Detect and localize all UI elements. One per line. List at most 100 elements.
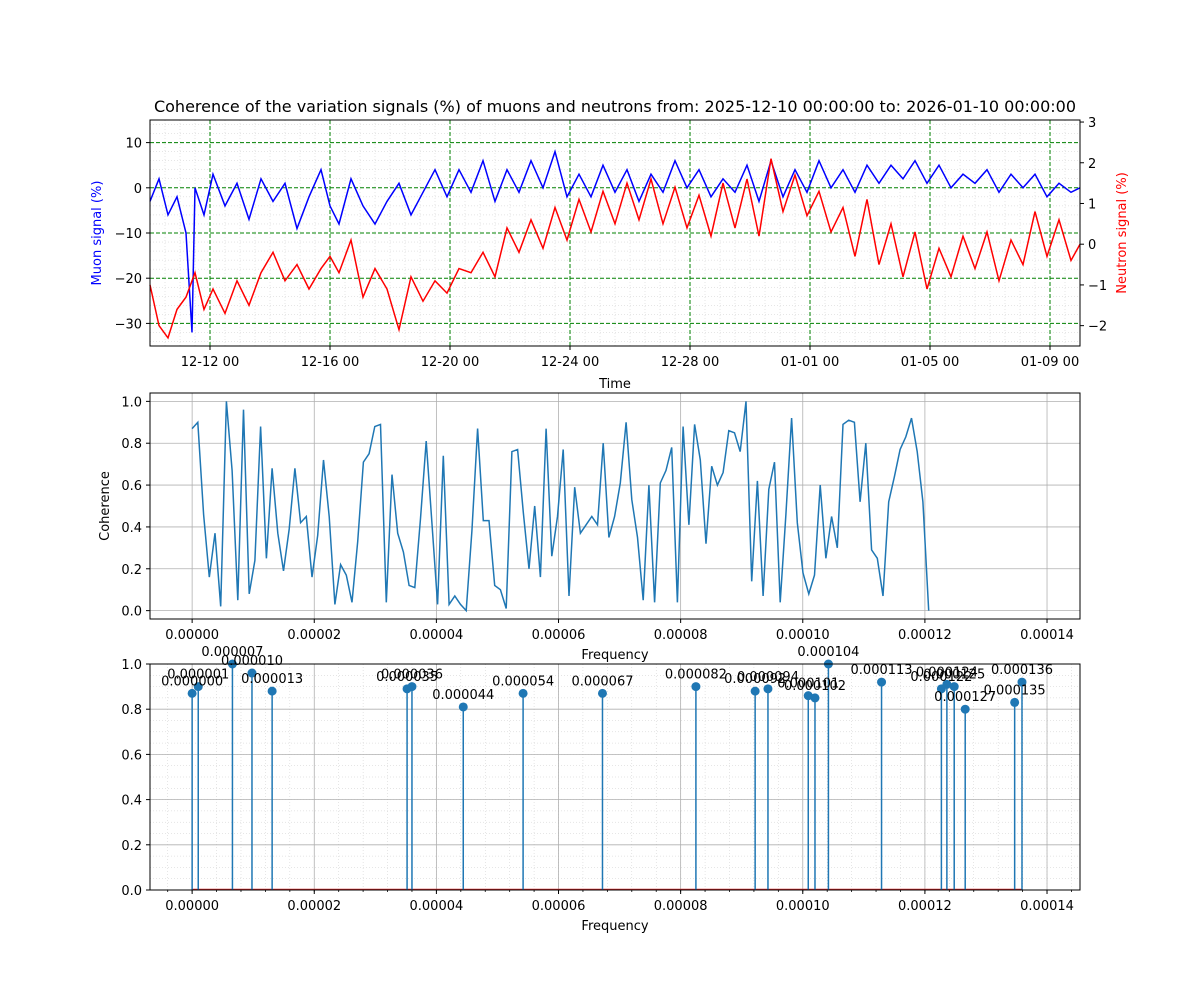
- coherence-axes-frame: [149, 392, 1081, 620]
- coherence-x-tick-label: 0.00004: [410, 628, 464, 643]
- peak-frequency-label: 0.000092: [724, 672, 786, 687]
- peak-frequency-label: 0.000001: [167, 668, 229, 683]
- stem-marker: [458, 702, 468, 712]
- neutron-y-tick-label: 0: [1088, 238, 1096, 253]
- peak-frequency-label: 0.000125: [923, 668, 985, 683]
- peak-frequency-label: 0.000036: [381, 668, 443, 683]
- coherence-x-axis-label: Frequency: [581, 648, 648, 663]
- neutron-series-line: [149, 158, 1081, 340]
- peak-frequency-label: 0.000127: [934, 690, 996, 705]
- peaks-y-tick-label: 0.2: [121, 839, 142, 854]
- peak-frequency-label: 0.000122: [910, 670, 972, 685]
- peak-frequency-label: 0.000136: [991, 663, 1053, 678]
- peaks-y-tick-label: 0.4: [121, 794, 142, 809]
- peaks-x-tick-label: 0.00008: [654, 899, 708, 914]
- time-series-panel: Coherence of the variation signals (%) o…: [90, 97, 1130, 392]
- coherence-y-tick-label: 0.4: [121, 521, 142, 536]
- peaks-x-tick-label: 0.00010: [776, 899, 830, 914]
- time-x-tick-label: 12-28 00: [661, 355, 719, 370]
- coherence-series-line: [191, 401, 930, 613]
- peak-frequency-label: 0.000007: [201, 645, 263, 660]
- time-x-tick-label: 01-09 00: [1021, 355, 1079, 370]
- neutron-y-tick-label: −1: [1088, 279, 1107, 294]
- coherence-y-axis-label: Coherence: [98, 471, 113, 541]
- stem-marker: [247, 668, 257, 678]
- stem-marker: [187, 688, 197, 698]
- neutron-y-tick-label: 3: [1088, 116, 1096, 131]
- stem-marker: [810, 693, 820, 703]
- coherence-x-tick-label: 0.00000: [165, 628, 219, 643]
- peaks-x-tick-label: 0.00004: [410, 899, 464, 914]
- muon-series-line: [149, 148, 1081, 333]
- peaks-x-tick-label: 0.00000: [165, 899, 219, 914]
- coherence-x-tick-label: 0.00008: [654, 628, 708, 643]
- stem-marker: [691, 682, 701, 692]
- stem-marker: [942, 679, 952, 689]
- time-x-tick-label: 01-01 00: [781, 355, 839, 370]
- stem-marker: [949, 682, 959, 692]
- stem-marker: [407, 682, 417, 692]
- peak-frequency-label: 0.000113: [851, 663, 913, 678]
- peak-frequency-label: 0.000094: [737, 670, 799, 685]
- time-x-axis-label: Time: [598, 377, 631, 392]
- coherence-x-tick-label: 0.00002: [287, 628, 341, 643]
- peak-frequency-label: 0.000044: [432, 688, 494, 703]
- coherence-y-tick-label: 0.0: [121, 605, 142, 620]
- stem-marker: [877, 677, 887, 687]
- peak-frequency-label: 0.000082: [665, 668, 727, 683]
- time-x-tick-label: 12-20 00: [421, 355, 479, 370]
- neutron-y-tick-label: 1: [1088, 197, 1096, 212]
- peaks-x-axis-label: Frequency: [581, 919, 648, 934]
- coherence-y-tick-label: 0.8: [121, 437, 142, 452]
- peak-frequency-label: 0.000104: [797, 645, 859, 660]
- stem-marker: [193, 682, 203, 692]
- coherence-y-tick-label: 1.0: [121, 395, 142, 410]
- peaks-y-tick-label: 0.8: [121, 703, 142, 718]
- peak-frequency-label: 0.000135: [984, 683, 1046, 698]
- stem-marker: [763, 684, 773, 694]
- stem-marker: [1017, 677, 1027, 687]
- peaks-x-tick-label: 0.00012: [898, 899, 952, 914]
- time-x-tick-label: 12-24 00: [541, 355, 599, 370]
- peaks-x-tick-label: 0.00006: [532, 899, 586, 914]
- coherence-x-tick-label: 0.00012: [898, 628, 952, 643]
- stem-marker: [597, 688, 607, 698]
- peak-frequency-label: 0.000054: [492, 674, 554, 689]
- peak-frequency-label: 0.000067: [571, 674, 633, 689]
- peaks-y-tick-label: 1.0: [121, 658, 142, 673]
- peak-frequency-label: 0.000010: [221, 654, 283, 669]
- neutron-y-tick-label: 2: [1088, 157, 1096, 172]
- peaks-axes-frame: [149, 663, 1081, 891]
- time-x-tick-label: 12-12 00: [181, 355, 239, 370]
- coherence-x-tick-label: 0.00010: [776, 628, 830, 643]
- peaks-panel: 0.00000 0.00002 0.00004 0.00006 0.00008 0.000…: [121, 645, 1081, 934]
- time-x-tick-label: 01-05 00: [901, 355, 959, 370]
- coherence-x-tick-label: 0.00014: [1020, 628, 1074, 643]
- stem-marker: [267, 686, 277, 696]
- stem-marker: [960, 704, 970, 714]
- time-x-tick-label: 12-16 00: [301, 355, 359, 370]
- coherence-x-tick-label: 0.00006: [532, 628, 586, 643]
- coherence-y-tick-label: 0.6: [121, 479, 142, 494]
- muon-y-tick-label: −20: [115, 272, 142, 287]
- peak-frequency-label: 0.000013: [241, 672, 303, 687]
- coherence-y-tick-label: 0.2: [121, 563, 142, 578]
- peak-frequency-label: 0.000102: [784, 679, 846, 694]
- muon-y-axis-label: Muon signal (%): [90, 181, 105, 286]
- muon-y-tick-label: −10: [115, 227, 142, 242]
- coherence-panel: 0.00000 0.00002 0.00004 0.00006 0.00008 0.000…: [98, 392, 1081, 663]
- muon-y-tick-label: 0: [134, 182, 142, 197]
- muon-y-tick-label: 10: [125, 137, 142, 152]
- peaks-y-tick-label: 0.0: [121, 884, 142, 899]
- muon-y-tick-label: −30: [115, 317, 142, 332]
- chart-title: Coherence of the variation signals (%) o…: [154, 97, 1076, 116]
- peaks-x-tick-label: 0.00014: [1020, 899, 1074, 914]
- neutron-y-tick-label: −2: [1088, 320, 1107, 335]
- peak-frequency-label: 0.000000: [161, 674, 223, 689]
- peak-frequency-label: 0.000124: [916, 665, 978, 680]
- stem-marker: [1010, 697, 1020, 707]
- peaks-y-tick-label: 0.6: [121, 748, 142, 763]
- peak-frequency-label: 0.000101: [777, 677, 839, 692]
- peaks-x-tick-label: 0.00002: [287, 899, 341, 914]
- peak-frequency-label: 0.000035: [376, 670, 438, 685]
